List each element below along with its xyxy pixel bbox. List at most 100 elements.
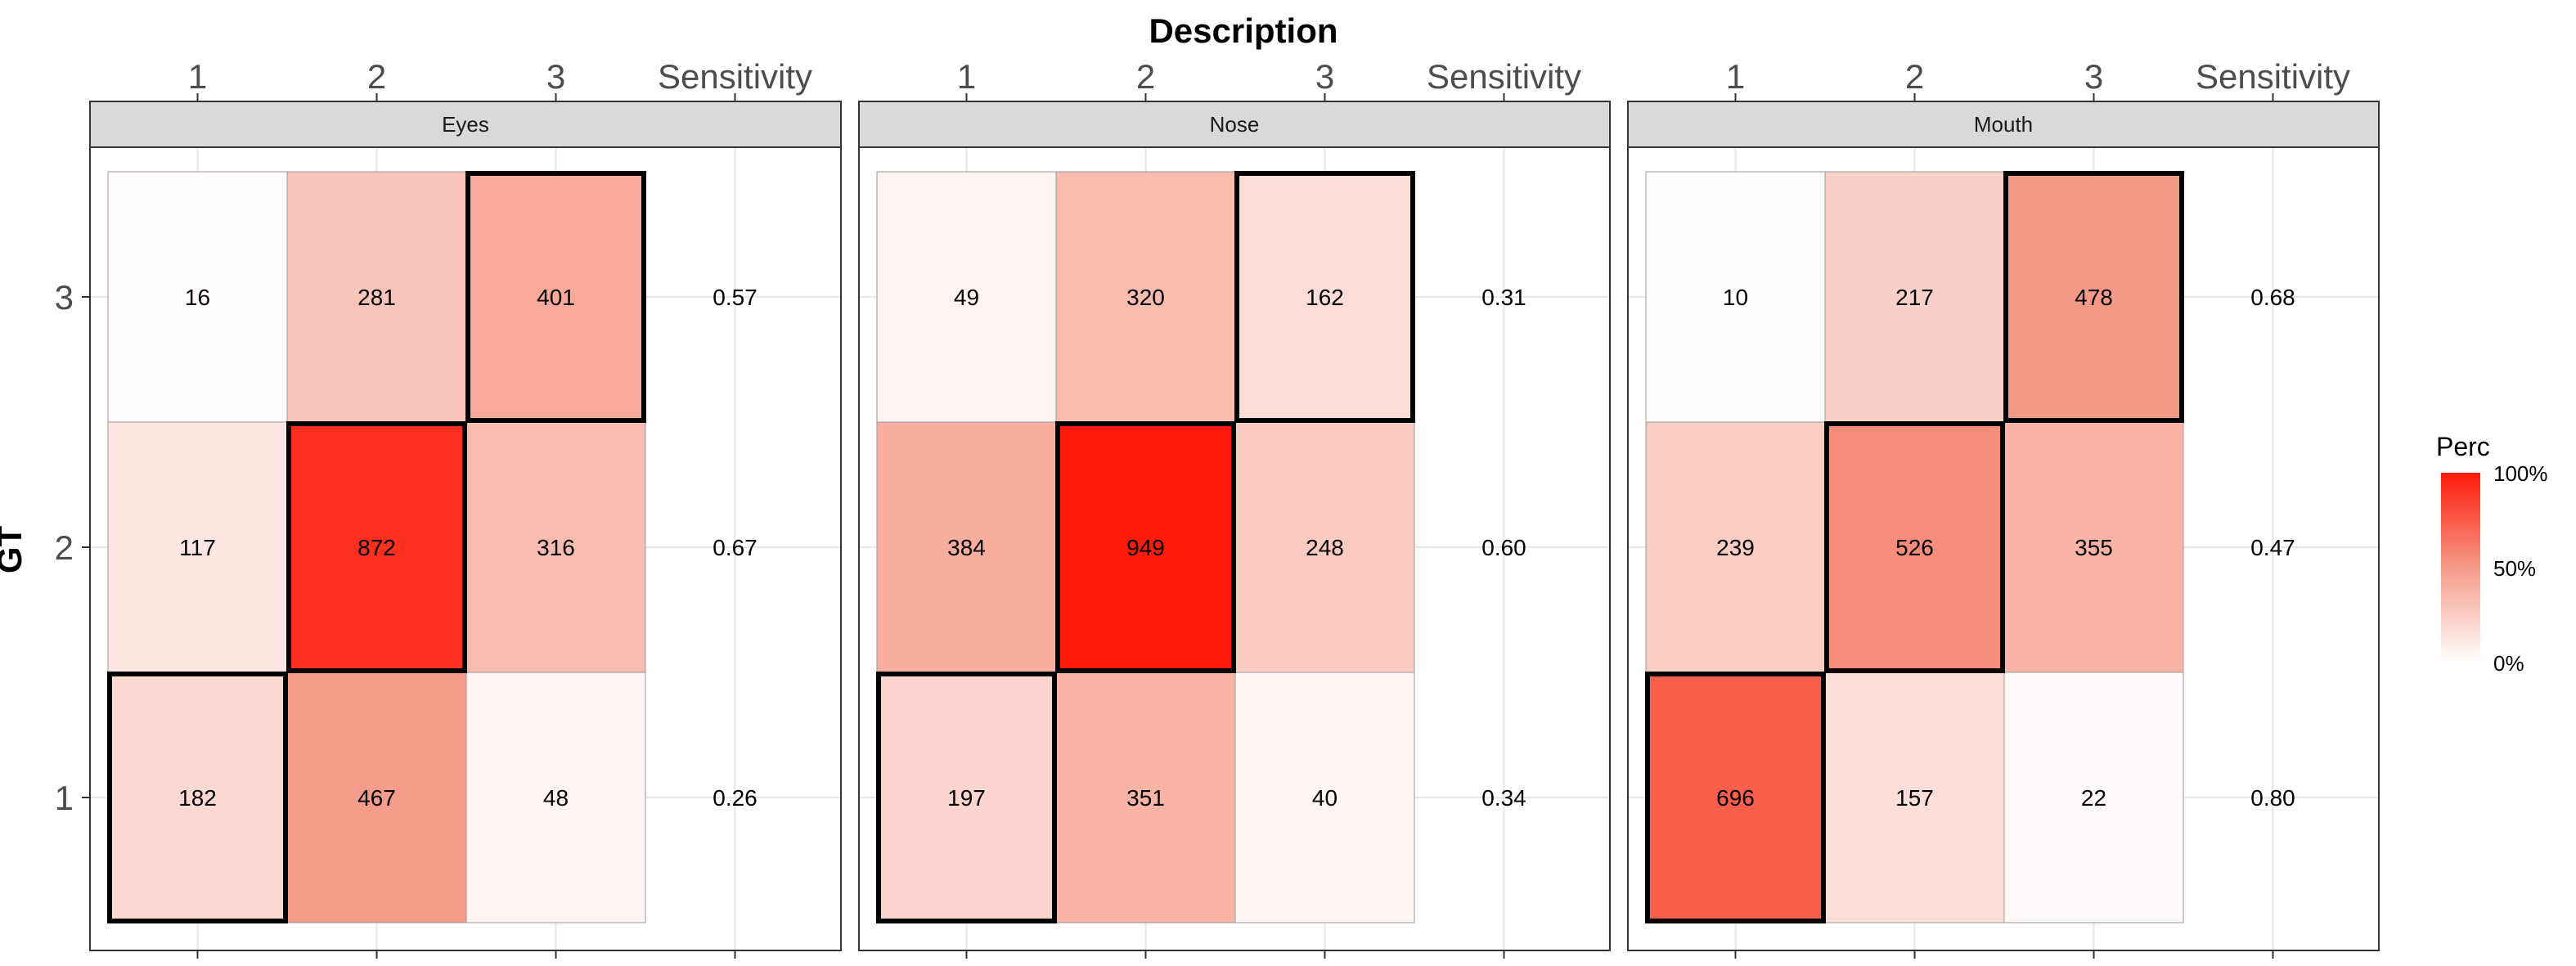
y-tick-label: 3 bbox=[55, 278, 74, 317]
facet-strip-label: Eyes bbox=[442, 112, 489, 137]
heatmap-cell bbox=[2003, 171, 2184, 423]
legend-title: Perc bbox=[2436, 432, 2490, 461]
x-tick-label: 1 bbox=[188, 57, 207, 96]
cell-value-label: 197 bbox=[947, 785, 986, 811]
cell-value-label: 22 bbox=[2081, 785, 2106, 811]
heatmap-cell bbox=[2003, 421, 2184, 673]
sensitivity-label: 0.60 bbox=[1481, 535, 1526, 560]
heatmap-cell bbox=[1234, 171, 1415, 423]
x-tick-label: Sensitivity bbox=[658, 57, 812, 96]
cell-value-label: 117 bbox=[179, 535, 216, 560]
facet-strip-label: Nose bbox=[1210, 112, 1260, 137]
cell-value-label: 217 bbox=[1895, 285, 1934, 310]
cell-value-label: 872 bbox=[357, 535, 396, 560]
heatmap-cell bbox=[1055, 171, 1236, 423]
heatmap-cell bbox=[1645, 171, 1826, 423]
cell-value-label: 162 bbox=[1306, 285, 1344, 310]
diagonal-highlight bbox=[465, 171, 646, 423]
cell-value-label: 384 bbox=[947, 535, 986, 560]
cell-value-label: 320 bbox=[1126, 285, 1165, 310]
y-tick-label: 1 bbox=[55, 779, 74, 817]
x-tick-label: 3 bbox=[1315, 57, 1334, 96]
panel-border bbox=[1627, 146, 2380, 951]
heatmap-cell bbox=[1645, 672, 1826, 923]
diagonal-highlight bbox=[1234, 171, 1415, 423]
heatmap-cell bbox=[465, 421, 646, 673]
legend-label-mid: 50% bbox=[2493, 556, 2537, 581]
legend: Perc 100% 50% 0% bbox=[2436, 432, 2567, 694]
x-tick-label: Sensitivity bbox=[1427, 57, 1581, 96]
cell-value-label: 696 bbox=[1716, 785, 1755, 811]
cell-value-label: 48 bbox=[543, 785, 569, 811]
heatmap-cell bbox=[465, 672, 646, 923]
heatmap-cell bbox=[286, 171, 467, 423]
heatmap-cell bbox=[1234, 672, 1415, 923]
heatmap-cell bbox=[465, 171, 646, 423]
heatmap-cell bbox=[2003, 672, 2184, 923]
x-tick-label: 3 bbox=[546, 57, 565, 96]
heatmap-cell bbox=[286, 672, 467, 923]
cell-value-label: 316 bbox=[537, 535, 575, 560]
cell-value-label: 248 bbox=[1306, 535, 1344, 560]
diagonal-highlight bbox=[286, 421, 467, 673]
x-tick-label: 2 bbox=[1136, 57, 1155, 96]
diagonal-highlight bbox=[1055, 421, 1236, 673]
sensitivity-label: 0.34 bbox=[1481, 785, 1526, 811]
x-tick-label: 2 bbox=[367, 57, 386, 96]
facet-strip-label: Mouth bbox=[1974, 112, 2033, 137]
diagonal-highlight bbox=[1645, 672, 1826, 923]
diagonal-highlight bbox=[107, 672, 288, 923]
cell-value-label: 157 bbox=[1895, 785, 1934, 811]
cell-value-label: 40 bbox=[1312, 785, 1337, 811]
x-tick-label: 3 bbox=[2084, 57, 2103, 96]
heatmap-cell bbox=[876, 672, 1057, 923]
x-axis-title: Description bbox=[1149, 11, 1338, 50]
sensitivity-label: 0.68 bbox=[2250, 285, 2295, 310]
cell-value-label: 16 bbox=[185, 285, 210, 310]
heatmap-cell bbox=[107, 421, 288, 673]
cell-value-label: 10 bbox=[1723, 285, 1748, 310]
cell-value-label: 351 bbox=[1126, 785, 1165, 811]
heatmap-cell bbox=[876, 421, 1057, 673]
heatmap-cell bbox=[876, 171, 1057, 423]
facet-strip bbox=[858, 101, 1611, 148]
sensitivity-label: 0.67 bbox=[713, 535, 758, 560]
diagonal-highlight bbox=[876, 672, 1057, 923]
x-tick-label: 2 bbox=[1905, 57, 1924, 96]
panel-border bbox=[858, 146, 1611, 951]
heatmap-cell bbox=[1824, 672, 2005, 923]
diagonal-highlight bbox=[2003, 171, 2184, 423]
sensitivity-label: 0.31 bbox=[1481, 285, 1526, 310]
legend-color-bar bbox=[2441, 473, 2480, 663]
cell-value-label: 355 bbox=[2075, 535, 2113, 560]
diagonal-highlight bbox=[1824, 421, 2005, 673]
heatmap-cell bbox=[107, 171, 288, 423]
heatmap-cell bbox=[1055, 421, 1236, 673]
sensitivity-label: 0.26 bbox=[713, 785, 758, 811]
heatmap-cell bbox=[1824, 421, 2005, 673]
x-tick-label: 1 bbox=[957, 57, 976, 96]
legend-label-low: 0% bbox=[2493, 651, 2524, 676]
heatmap-cell bbox=[1645, 421, 1826, 673]
heatmap-cell bbox=[1234, 421, 1415, 673]
cell-value-label: 467 bbox=[357, 785, 396, 811]
heatmap-cell bbox=[1824, 171, 2005, 423]
panel-border bbox=[89, 146, 842, 951]
cell-value-label: 478 bbox=[2075, 285, 2113, 310]
facet-strip bbox=[89, 101, 842, 148]
sensitivity-label: 0.80 bbox=[2250, 785, 2295, 811]
cell-value-label: 49 bbox=[954, 285, 979, 310]
cell-value-label: 949 bbox=[1126, 535, 1165, 560]
cell-value-label: 239 bbox=[1716, 535, 1755, 560]
y-tick-label: 2 bbox=[55, 528, 74, 567]
x-tick-label: Sensitivity bbox=[2196, 57, 2350, 96]
heatmap-cell bbox=[1055, 672, 1236, 923]
legend-label-high: 100% bbox=[2493, 461, 2548, 486]
cell-value-label: 526 bbox=[1895, 535, 1934, 560]
cell-value-label: 401 bbox=[537, 285, 575, 310]
sensitivity-label: 0.47 bbox=[2250, 535, 2295, 560]
sensitivity-label: 0.57 bbox=[713, 285, 758, 310]
x-tick-label: 1 bbox=[1726, 57, 1745, 96]
